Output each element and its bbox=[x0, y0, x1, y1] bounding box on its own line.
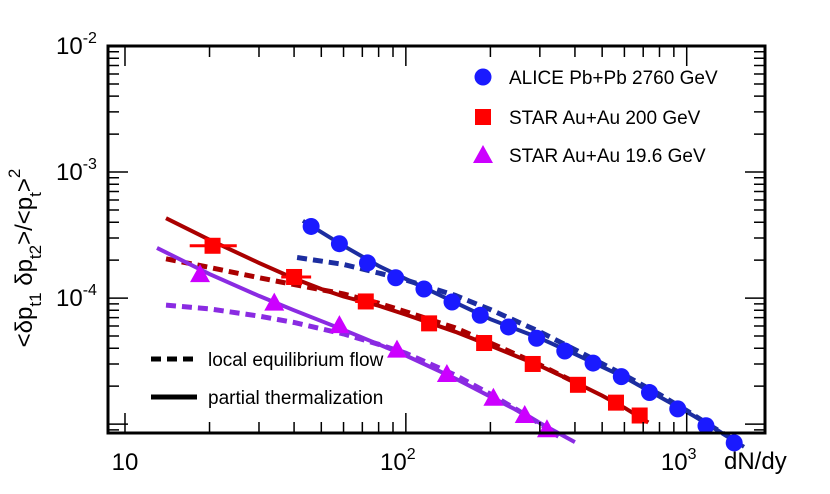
circle-data-point bbox=[697, 417, 715, 435]
square-data-point bbox=[524, 355, 541, 372]
tick-labels: 10 102 103 10-4 10-3 10-2 bbox=[56, 30, 697, 476]
circle-data-point bbox=[556, 342, 574, 360]
legend-circle-marker bbox=[474, 68, 492, 86]
square-data-point bbox=[357, 293, 374, 310]
circle-data-point bbox=[499, 318, 517, 336]
legend-label: STAR Au+Au 200 GeV bbox=[509, 108, 701, 129]
circle-data-point bbox=[640, 384, 658, 402]
triangle-data-point bbox=[483, 387, 504, 406]
legend-square-marker bbox=[475, 109, 491, 125]
y-tick-label: 10-4 bbox=[56, 282, 97, 312]
partial-thermalization-curve bbox=[165, 216, 650, 425]
square-data-point bbox=[421, 315, 438, 332]
square-data-point bbox=[476, 335, 493, 352]
circle-data-point bbox=[471, 306, 489, 324]
square-data-point bbox=[204, 237, 221, 254]
circle-data-point bbox=[725, 434, 743, 452]
circle-data-point bbox=[669, 400, 687, 418]
circle-data-point bbox=[415, 280, 433, 298]
triangle-data-point bbox=[514, 405, 535, 424]
legend-label: STAR Au+Au 19.6 GeV bbox=[509, 146, 706, 167]
line-legend-label: local equilibrium flow bbox=[208, 350, 384, 371]
x-tick-label: 10 bbox=[112, 449, 139, 476]
y-tick-label: 10-2 bbox=[56, 30, 97, 60]
square-data-point bbox=[631, 407, 648, 424]
square-data-point bbox=[286, 268, 303, 285]
data-points bbox=[189, 217, 743, 452]
circle-data-point bbox=[387, 269, 405, 287]
circle-data-point bbox=[358, 254, 376, 272]
y-tick-label: 10-3 bbox=[56, 156, 97, 186]
partial-thermalization-curve bbox=[156, 246, 576, 444]
circle-data-point bbox=[528, 329, 546, 347]
circle-data-point bbox=[584, 354, 602, 372]
axis-ticks bbox=[108, 45, 765, 433]
plot-frame-border bbox=[106, 44, 767, 435]
circle-data-point bbox=[302, 217, 320, 235]
tick-marks bbox=[108, 45, 765, 433]
line-style-legend: local equilibrium flow partial thermaliza… bbox=[151, 350, 384, 409]
y-axis-label: <δpt1 δpt2>/<pt>2 bbox=[5, 169, 45, 348]
circle-data-point bbox=[612, 368, 630, 386]
x-tick-label: 103 bbox=[661, 446, 697, 476]
legend-label: ALICE Pb+Pb 2760 GeV bbox=[509, 68, 718, 89]
line-legend-label: partial thermalization bbox=[208, 388, 383, 409]
x-tick-label: 102 bbox=[380, 446, 416, 476]
square-data-point bbox=[569, 376, 586, 393]
triangle-data-point bbox=[386, 339, 407, 358]
circle-data-point bbox=[330, 235, 348, 253]
x-axis-label: dN/dy bbox=[724, 448, 787, 475]
circle-data-point bbox=[443, 293, 461, 311]
plot-frame bbox=[106, 44, 767, 435]
triangle-data-point bbox=[329, 315, 350, 334]
series-legend: ALICE Pb+Pb 2760 GeV STAR Au+Au 200 GeV ST… bbox=[473, 68, 718, 167]
legend-triangle-marker bbox=[473, 145, 493, 163]
triangle-data-point bbox=[264, 292, 285, 311]
triangle-data-point bbox=[436, 363, 457, 382]
model-curves bbox=[156, 216, 746, 449]
square-data-point bbox=[607, 394, 624, 411]
triangle-data-point bbox=[190, 264, 211, 283]
